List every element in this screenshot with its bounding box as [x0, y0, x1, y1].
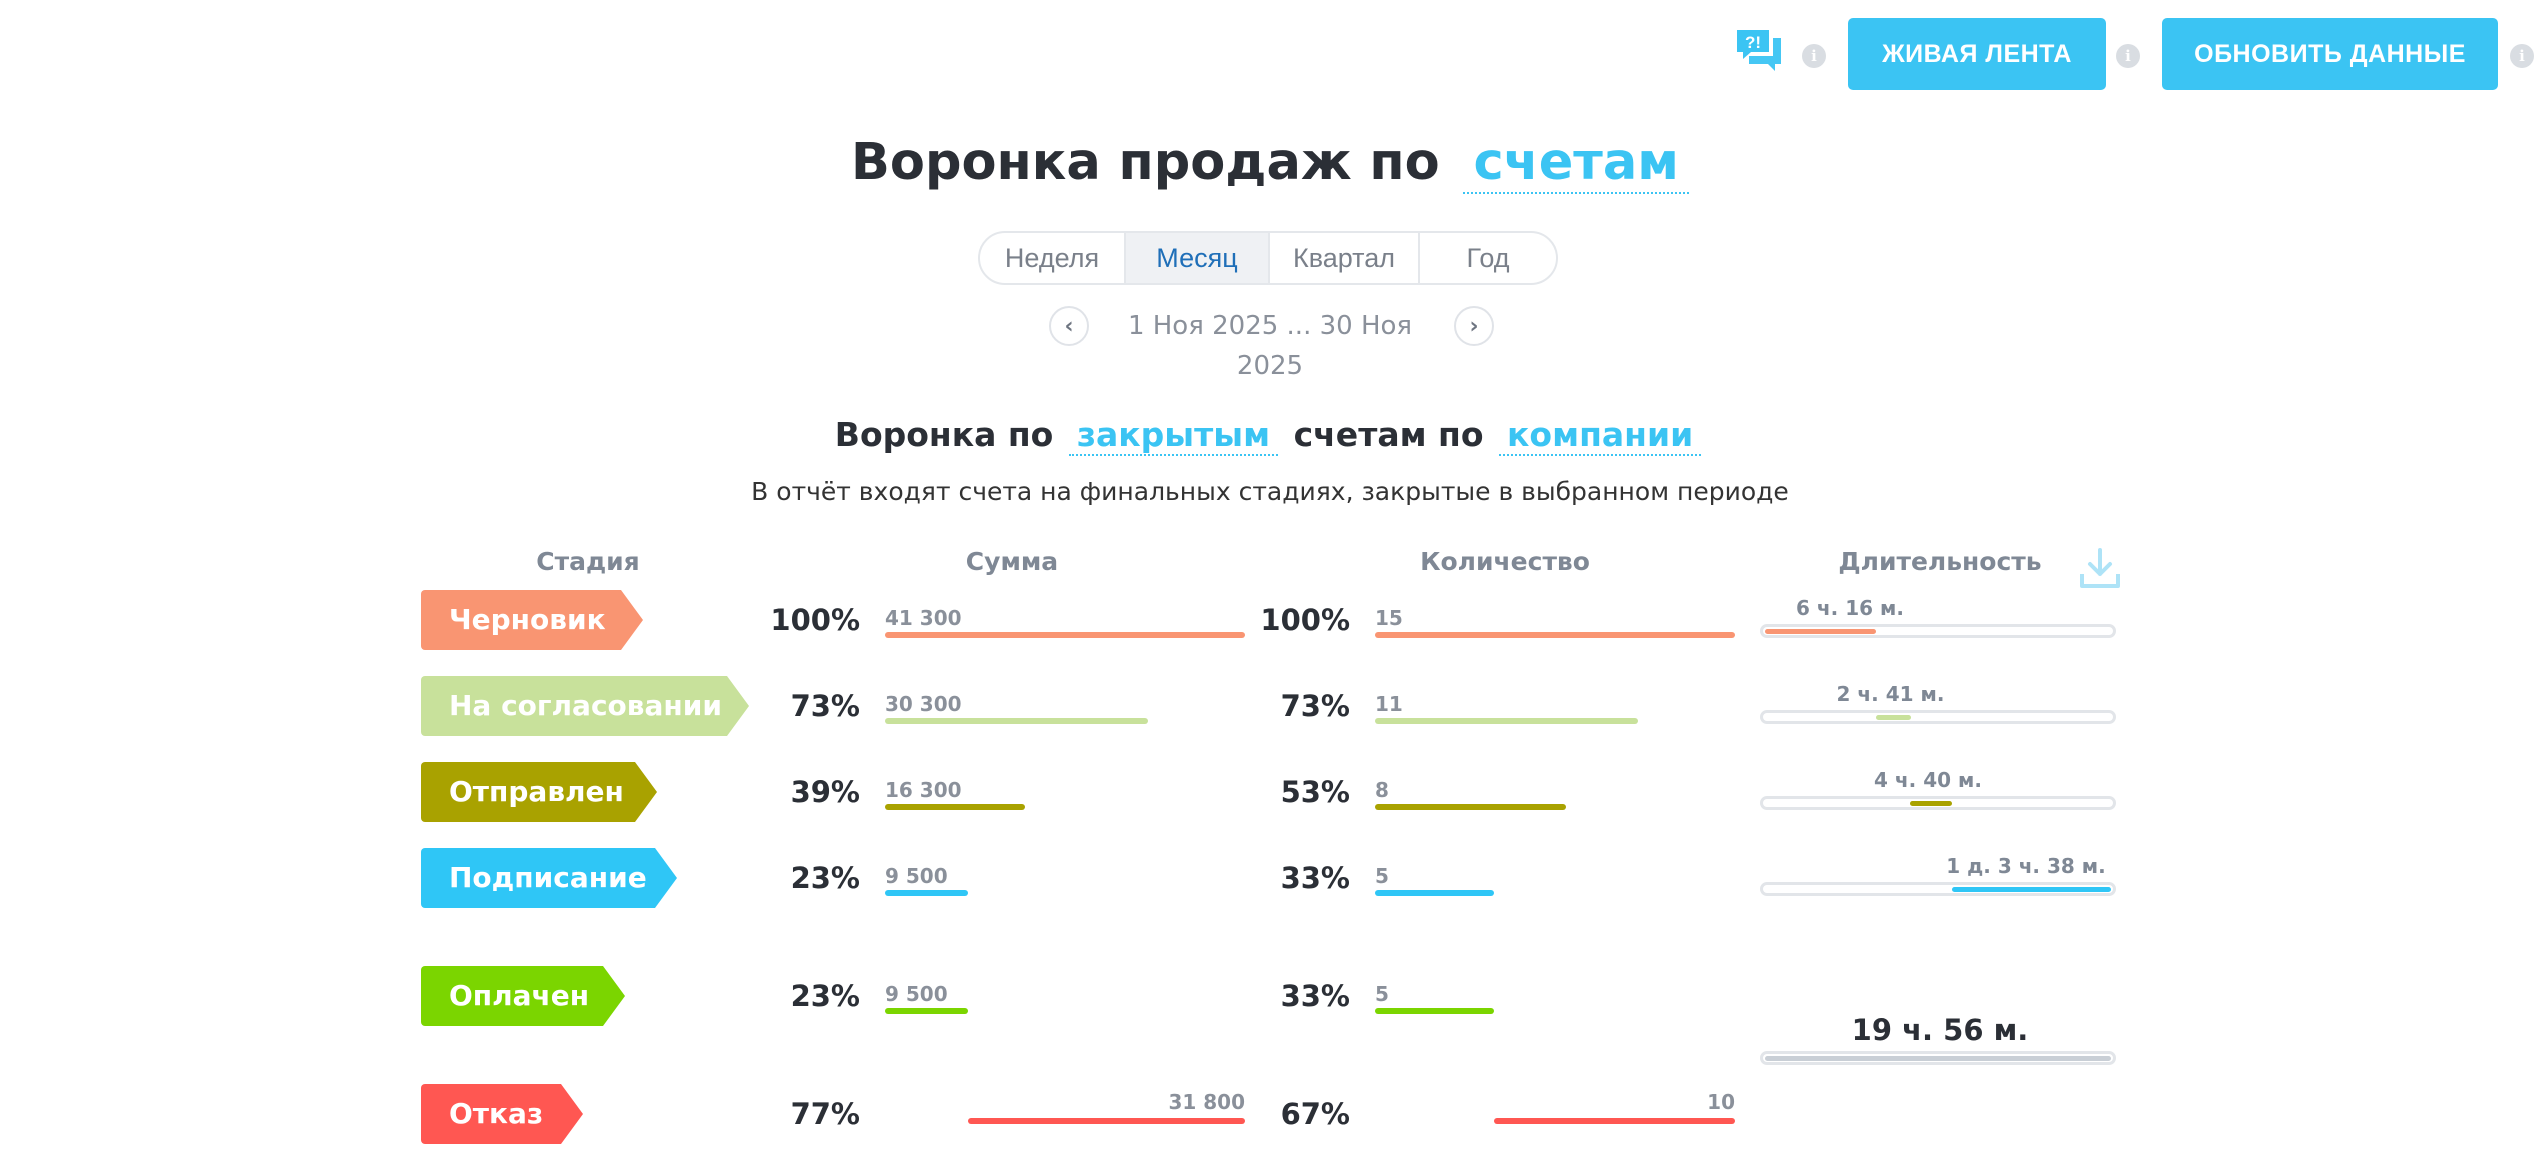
- stage-label[interactable]: На согласовании: [421, 676, 749, 736]
- count-value: 8: [1375, 778, 1389, 802]
- report-title: Воронка по закрытым счетам по компании: [0, 410, 2540, 460]
- report-description: В отчёт входят счета на финальных стадия…: [751, 477, 1789, 506]
- sum-percent: 73%: [790, 689, 860, 723]
- count-bar: [1375, 632, 1735, 638]
- count-bar: [1375, 718, 1638, 724]
- sum-bar: [968, 1118, 1245, 1124]
- total-duration: 19 ч. 56 м.: [1851, 1013, 2029, 1047]
- column-header-sum: Сумма: [965, 547, 1059, 576]
- sum-bar: [885, 718, 1148, 724]
- sum-value: 31 800: [1168, 1090, 1245, 1114]
- duration-value: 2 ч. 41 м.: [1836, 682, 1945, 706]
- sum-value: 9 500: [885, 864, 948, 888]
- count-value: 15: [1375, 606, 1403, 630]
- count-bar: [1494, 1118, 1735, 1124]
- duration-track: [1760, 796, 2116, 810]
- scope-selector[interactable]: компании: [1499, 415, 1702, 456]
- count-bar: [1375, 1008, 1494, 1014]
- count-percent: 100%: [1260, 603, 1350, 637]
- count-percent: 67%: [1280, 1097, 1350, 1131]
- tab-month[interactable]: Месяц: [1126, 233, 1270, 283]
- duration-value: 1 д. 3 ч. 38 м.: [1946, 854, 2106, 878]
- tab-week[interactable]: Неделя: [980, 233, 1126, 283]
- duration-value: 6 ч. 16 м.: [1796, 596, 1904, 620]
- column-header-stage: Стадия: [536, 547, 640, 576]
- duration-track: [1760, 710, 2116, 724]
- date-range: 1 Ноя 2025 ... 30 Ноя 2025: [1127, 311, 1413, 381]
- sum-percent: 23%: [790, 861, 860, 895]
- sum-value: 41 300: [885, 606, 962, 630]
- refresh-data-button[interactable]: ОБНОВИТЬ ДАННЫЕ: [2162, 18, 2498, 90]
- count-percent: 53%: [1280, 775, 1350, 809]
- count-value: 5: [1375, 982, 1389, 1006]
- count-bar: [1375, 804, 1566, 810]
- page-title-text: Воронка продаж по: [851, 133, 1440, 192]
- sum-value: 16 300: [885, 778, 962, 802]
- duration-fill: [1910, 801, 1952, 806]
- stage-label[interactable]: Черновик: [421, 590, 643, 650]
- help-chat-icon[interactable]: ?!: [1733, 26, 1785, 78]
- duration-value: 4 ч. 40 м.: [1874, 768, 1982, 792]
- stage-label[interactable]: Отправлен: [421, 762, 657, 822]
- live-feed-button[interactable]: ЖИВАЯ ЛЕНТА: [1848, 18, 2106, 90]
- svg-text:?!: ?!: [1745, 33, 1761, 52]
- sum-percent: 77%: [790, 1097, 860, 1131]
- sum-percent: 39%: [790, 775, 860, 809]
- column-header-duration: Длительность: [1838, 547, 2042, 576]
- tab-quarter[interactable]: Квартал: [1270, 233, 1420, 283]
- total-duration-fill: [1765, 1056, 2111, 1061]
- sum-bar: [885, 890, 968, 896]
- duration-fill: [1876, 715, 1911, 720]
- duration-track: [1760, 624, 2116, 638]
- sum-percent: 100%: [770, 603, 860, 637]
- total-duration-track: [1760, 1051, 2116, 1065]
- stage-label[interactable]: Оплачен: [421, 966, 625, 1026]
- sum-value: 9 500: [885, 982, 948, 1006]
- refresh-info-icon[interactable]: i: [2510, 44, 2534, 68]
- sum-bar: [885, 632, 1245, 638]
- sum-bar: [885, 804, 1025, 810]
- report-title-part2: счетам по: [1293, 415, 1484, 454]
- duration-fill: [1765, 629, 1876, 634]
- page-title: Воронка продаж по счетам: [0, 128, 2540, 198]
- download-icon[interactable]: [2076, 544, 2124, 592]
- sum-bar: [885, 1008, 968, 1014]
- live-feed-info-icon[interactable]: i: [2116, 44, 2140, 68]
- count-value: 10: [1707, 1090, 1735, 1114]
- count-percent: 33%: [1280, 861, 1350, 895]
- count-percent: 73%: [1280, 689, 1350, 723]
- prev-period-button[interactable]: ‹: [1049, 306, 1089, 346]
- sum-value: 30 300: [885, 692, 962, 716]
- count-bar: [1375, 890, 1494, 896]
- entity-type-selector[interactable]: счетам: [1463, 133, 1689, 194]
- closed-filter-selector[interactable]: закрытым: [1068, 415, 1279, 456]
- duration-fill: [1952, 887, 2111, 892]
- stage-label[interactable]: Подписание: [421, 848, 677, 908]
- help-info-icon[interactable]: i: [1802, 44, 1826, 68]
- stage-label[interactable]: Отказ: [421, 1084, 583, 1144]
- next-period-button[interactable]: ›: [1454, 306, 1494, 346]
- column-header-count: Количество: [1420, 547, 1590, 576]
- period-tabs: Неделя Месяц Квартал Год: [978, 231, 1558, 285]
- count-value: 11: [1375, 692, 1403, 716]
- duration-track: [1760, 882, 2116, 896]
- sum-percent: 23%: [790, 979, 860, 1013]
- count-value: 5: [1375, 864, 1389, 888]
- tab-year[interactable]: Год: [1466, 242, 1510, 273]
- report-title-part1: Воронка по: [834, 415, 1054, 454]
- count-percent: 33%: [1280, 979, 1350, 1013]
